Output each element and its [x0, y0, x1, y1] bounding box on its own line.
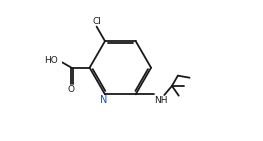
Text: N: N [100, 95, 108, 105]
Text: O: O [68, 85, 75, 94]
Text: HO: HO [44, 56, 58, 65]
Text: NH: NH [154, 96, 168, 105]
Text: Cl: Cl [92, 17, 101, 26]
